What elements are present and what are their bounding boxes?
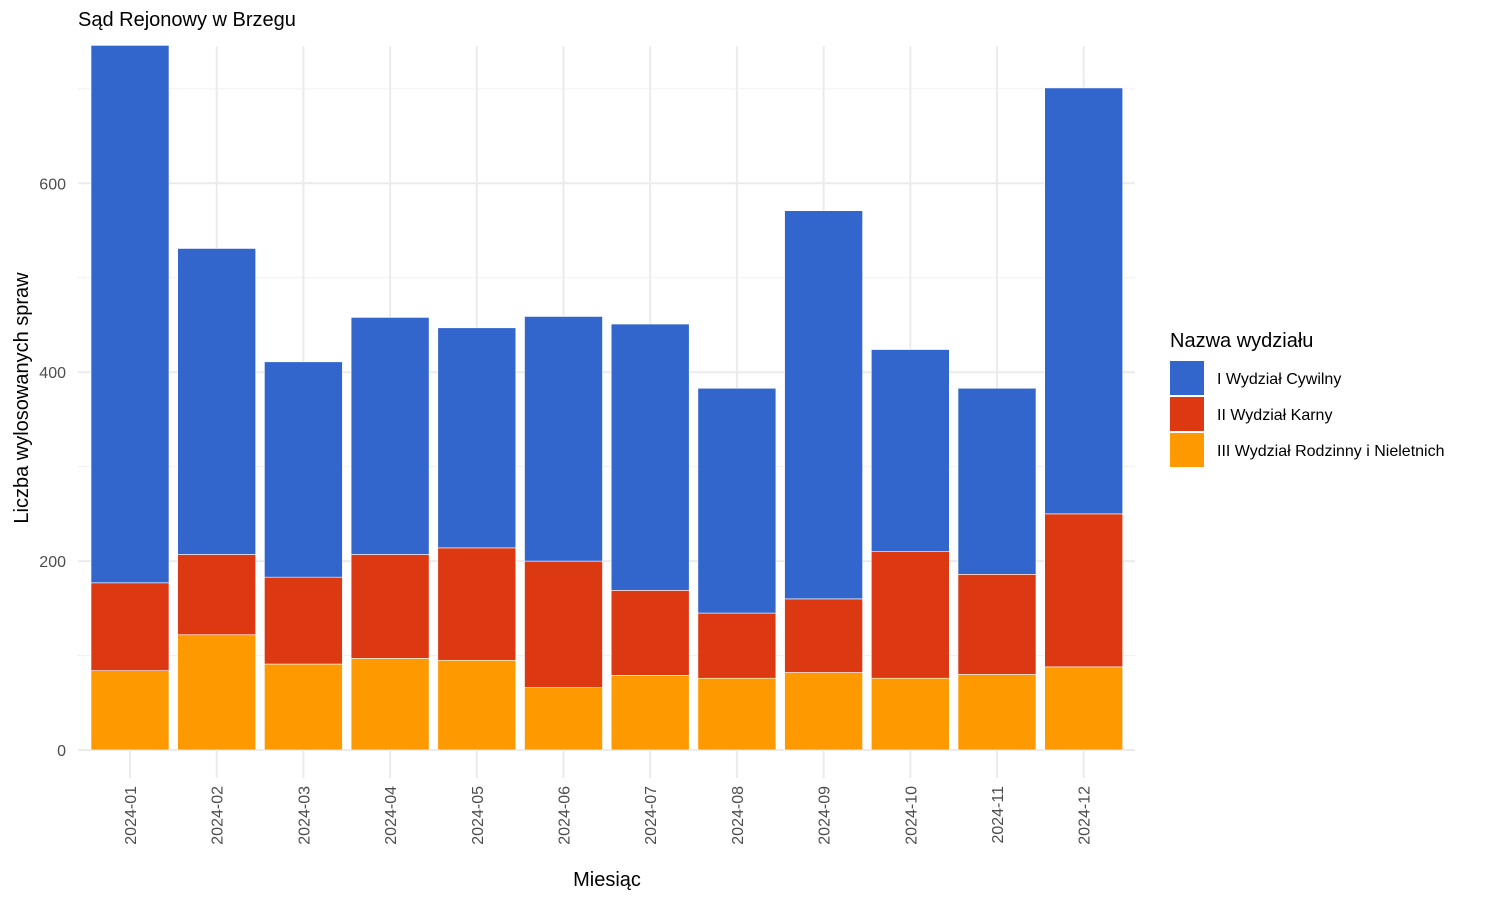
bar-segment xyxy=(870,677,950,751)
x-axis-ticks: 2024-01 2024-02 2024-03 2024-04 2024-05 2024-… xyxy=(123,786,1094,845)
x-tick-label: 2024-04 xyxy=(383,786,400,845)
y-tick-label: 200 xyxy=(39,554,66,571)
bar-segment xyxy=(697,677,777,751)
bar-segment xyxy=(610,590,690,676)
x-tick-label: 2024-12 xyxy=(1077,786,1094,845)
x-axis-title: Miesiąc xyxy=(573,869,641,891)
bar-segment xyxy=(350,658,430,751)
bar-segment xyxy=(350,317,430,555)
bar-segment xyxy=(177,554,256,636)
bar-segment xyxy=(350,554,430,659)
bar-segment xyxy=(264,576,343,665)
bar-segment xyxy=(524,560,603,688)
bar-segment xyxy=(784,210,863,600)
legend-title: Nazwa wydziału xyxy=(1170,330,1313,352)
bar-segment xyxy=(610,675,690,751)
y-tick-label: 0 xyxy=(57,743,66,760)
x-tick-label: 2024-11 xyxy=(990,786,1007,844)
bar-segment xyxy=(90,670,170,751)
x-tick-label: 2024-08 xyxy=(730,786,747,845)
x-tick-label: 2024-07 xyxy=(643,786,660,845)
x-tick-label: 2024-02 xyxy=(210,786,227,845)
y-axis-title: Liczba wylosowanych spraw xyxy=(11,272,33,524)
bar-segment xyxy=(524,687,603,751)
bar-segment xyxy=(870,349,950,552)
legend-swatch xyxy=(1170,361,1204,395)
bar-segment xyxy=(264,663,343,751)
bar-segment xyxy=(957,387,1037,575)
bar-segment xyxy=(1044,666,1123,751)
bar-segment xyxy=(437,547,517,661)
bar-segment xyxy=(957,574,1037,675)
bar-segment xyxy=(264,361,343,578)
x-tick-label: 2024-01 xyxy=(123,786,140,845)
bar-segment xyxy=(784,598,863,673)
x-tick-label: 2024-05 xyxy=(470,786,487,845)
bars xyxy=(90,45,1123,751)
legend: Nazwa wydziału I Wydział Cywilny II Wydzi… xyxy=(1170,330,1445,467)
bar-segment xyxy=(1044,87,1123,515)
bar-segment xyxy=(90,582,170,671)
bar-segment xyxy=(90,45,170,584)
x-tick-label: 2024-10 xyxy=(903,786,920,845)
bar-segment xyxy=(697,387,777,614)
legend-swatch xyxy=(1170,397,1204,431)
bar-segment xyxy=(870,551,950,679)
x-tick-label: 2024-03 xyxy=(296,786,313,845)
bar-segment xyxy=(610,323,690,591)
y-tick-label: 400 xyxy=(39,365,66,382)
bar-segment xyxy=(1044,513,1123,668)
bar-segment xyxy=(697,612,777,679)
bar-segment xyxy=(524,316,603,562)
bar-segment xyxy=(177,634,256,751)
legend-label: I Wydział Cywilny xyxy=(1217,371,1341,388)
bar-segment xyxy=(957,674,1037,751)
legend-label: II Wydział Karny xyxy=(1217,407,1332,424)
x-tick-label: 2024-06 xyxy=(557,786,574,845)
chart-title: Sąd Rejonowy w Brzegu xyxy=(78,9,296,31)
bar-segment xyxy=(437,327,517,549)
y-axis-ticks: 0 200 400 600 xyxy=(39,176,66,760)
bar-segment xyxy=(437,659,517,751)
bar-segment xyxy=(177,248,256,555)
legend-label: III Wydział Rodzinny i Nieletnich xyxy=(1217,443,1445,460)
bar-segment xyxy=(784,672,863,751)
y-tick-label: 600 xyxy=(39,176,66,193)
legend-swatch xyxy=(1170,433,1204,467)
x-tick-label: 2024-09 xyxy=(817,786,834,845)
